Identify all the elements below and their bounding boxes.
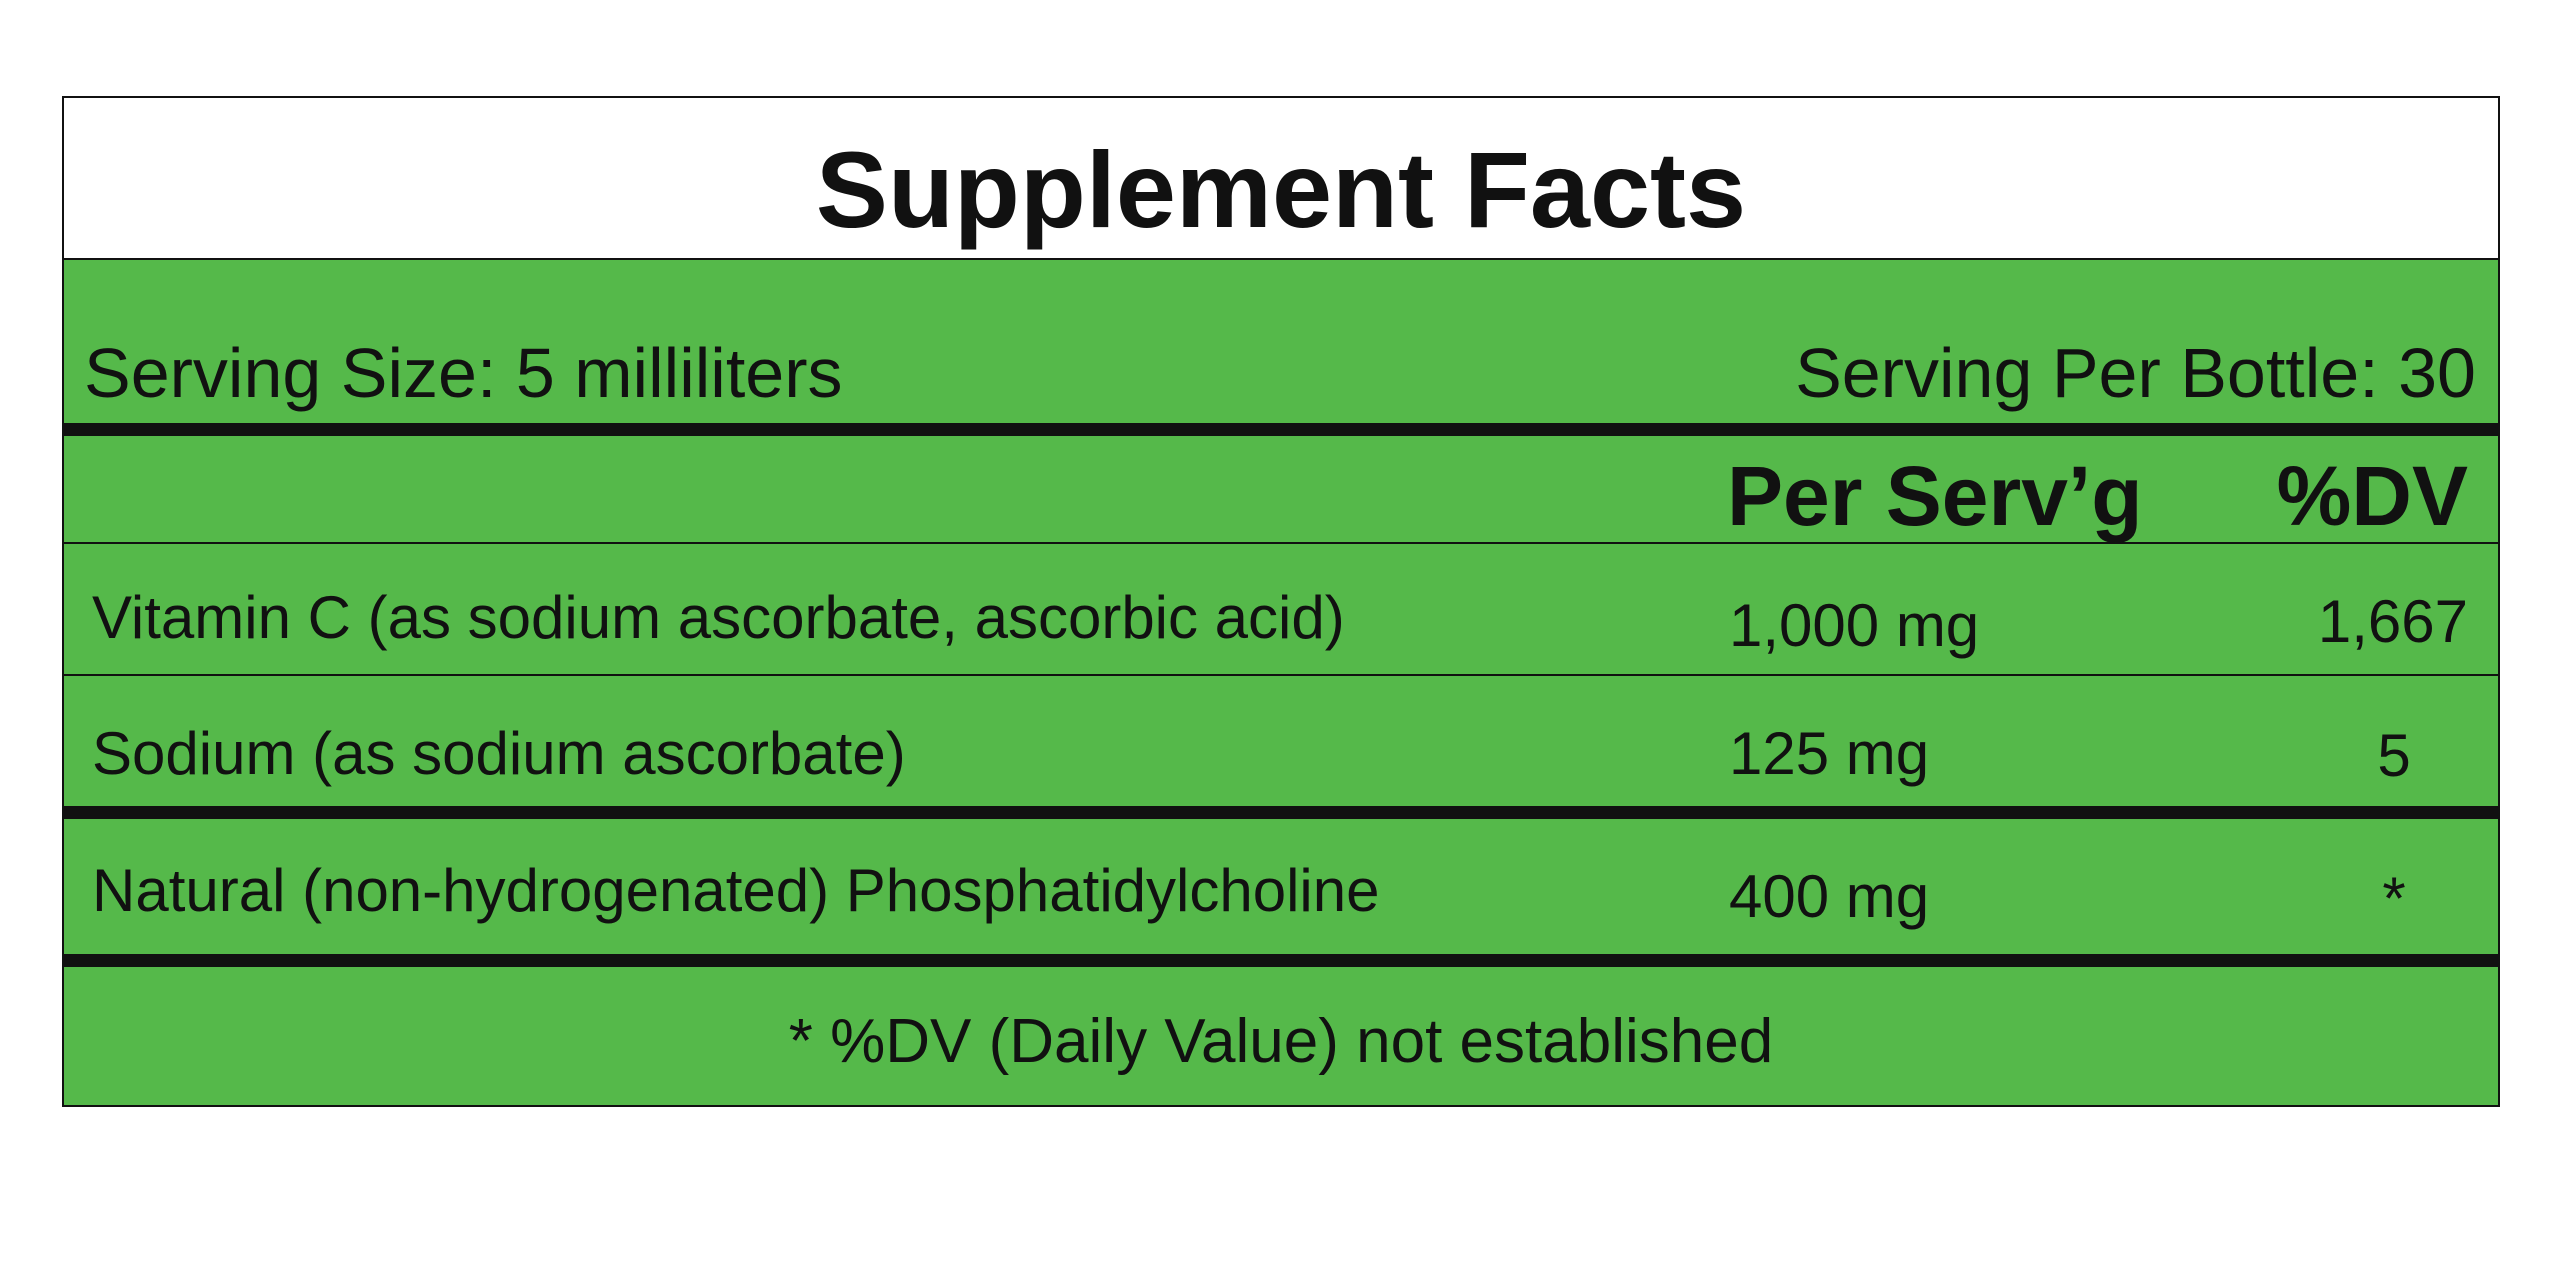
supplement-facts-panel: Supplement Facts Serving Size: 5 millili… — [62, 96, 2500, 1107]
row: Vitamin C (as sodium ascorbate, ascorbic… — [64, 544, 2498, 676]
daily-value: 1,667 — [2317, 588, 2468, 655]
divider — [64, 806, 2498, 819]
row: Sodium (as sodium ascorbate) 125 mg 5 — [64, 676, 2498, 806]
nutrient-name: Vitamin C (as sodium ascorbate, ascorbic… — [92, 584, 1345, 651]
title-band: Supplement Facts — [64, 98, 2498, 260]
serving-size: Serving Size: 5 milliliters — [84, 334, 843, 412]
amount: 400 mg — [1729, 863, 1930, 930]
serving-band: Serving Size: 5 milliliters Serving Per … — [64, 260, 2498, 423]
amount: 125 mg — [1729, 720, 1930, 787]
nutrient-name: Sodium (as sodium ascorbate) — [92, 720, 906, 787]
title: Supplement Facts — [815, 129, 1747, 250]
row: Natural (non-hydrogenated) Phosphatidylc… — [64, 819, 2498, 954]
divider — [64, 423, 2498, 436]
footnote-band: * %DV (Daily Value) not established — [64, 967, 2498, 1105]
dv-header: %DV — [2276, 449, 2468, 543]
servings-per-bottle: Serving Per Bottle: 30 — [1795, 334, 2476, 412]
nutrient-name: Natural (non-hydrogenated) Phosphatidylc… — [92, 857, 1380, 924]
daily-value: 5 — [2377, 722, 2411, 789]
divider — [64, 954, 2498, 967]
column-header: Per Serv’g %DV — [64, 436, 2498, 544]
daily-value: * — [2382, 865, 2406, 932]
footnote: * %DV (Daily Value) not established — [788, 1007, 1774, 1076]
amount-header: Per Serv’g — [1727, 449, 2143, 543]
amount: 1,000 mg — [1729, 592, 1980, 659]
